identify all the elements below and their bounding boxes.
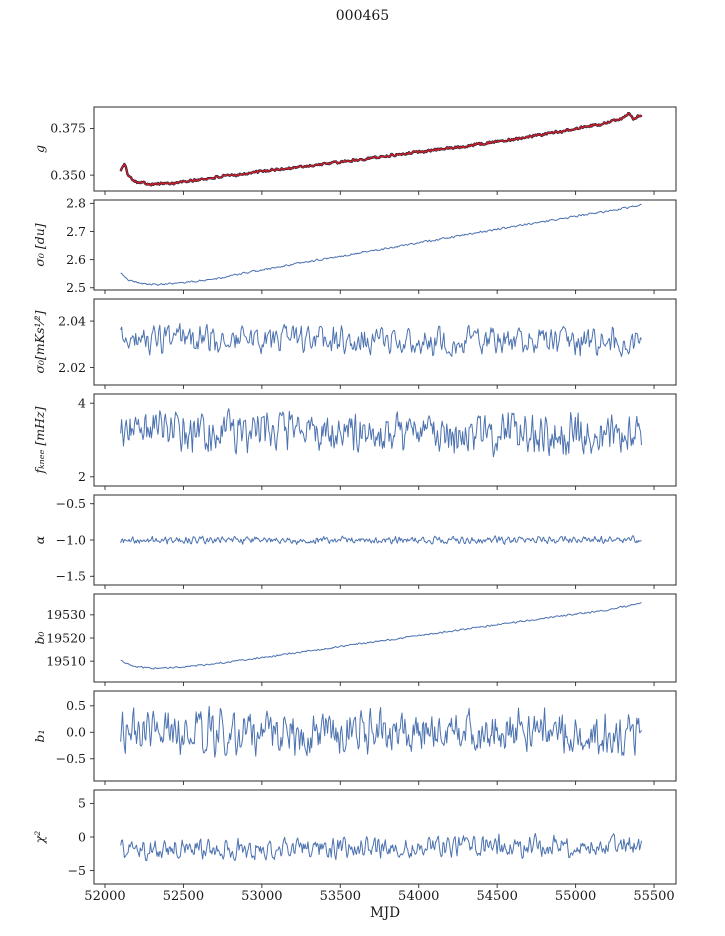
y-tick-label: 2.02 [58, 360, 86, 375]
y-tick-label: 2.7 [66, 224, 86, 239]
y-axis-label-b0: b₀ [32, 631, 47, 644]
y-tick-label: −5 [68, 863, 86, 878]
y-tick-label: 2.5 [66, 280, 86, 295]
x-tick-label: 52500 [163, 889, 204, 904]
panel-sigma0_mks: 2.02 2.04 σ₀[mKs¹⁄²] [32, 298, 677, 389]
series-chi2-chi2 [120, 832, 642, 862]
panel-chi2: −5 0 5 52000 52500 53000 53500 54000 54500 55000 5… [32, 789, 677, 904]
y-tick-label: 19520 [46, 630, 86, 645]
panel-g: 0.350 0.375 g [32, 106, 677, 195]
x-axis-label: MJD [370, 905, 400, 921]
y-tick-label: 0.350 [50, 167, 86, 182]
y-tick-label: −1.5 [56, 569, 86, 584]
series-g-fit [119, 111, 643, 187]
y-tick-label: 4 [78, 395, 86, 410]
y-axis-label-alpha: α [32, 535, 47, 544]
y-tick-label: 0.0 [66, 725, 86, 740]
panel-g-frame [93, 106, 677, 192]
y-axis-label-sigma0_du: σ₀ [du] [32, 223, 47, 266]
y-axis-label-chi2: χ² [32, 831, 47, 845]
y-tick-label: 0 [78, 829, 86, 844]
y-tick-label: 2.8 [66, 196, 86, 211]
y-tick-label: 0.375 [50, 121, 86, 136]
y-axis-label-g: g [32, 145, 47, 153]
panel-chi2-frame [93, 789, 677, 885]
series-g-data [120, 112, 643, 186]
x-tick-label: 54000 [398, 889, 439, 904]
panel-f_knee-frame [93, 393, 677, 487]
panel-b0: 19510 19520 19530 b₀ [32, 593, 677, 686]
y-axis-label-b1: b₁ [32, 729, 47, 742]
x-tick-label: 55500 [633, 889, 674, 904]
y-tick-label: −0.5 [56, 496, 86, 511]
y-tick-label: 2.6 [66, 252, 86, 267]
panel-sigma0_mks-frame [93, 298, 677, 386]
x-tick-label: 53500 [320, 889, 361, 904]
y-axis-label-sigma0_mks: σ₀[mKs¹⁄²] [32, 310, 47, 373]
y-axis-label-f_knee: fₖₙₑₑ [mHz] [32, 406, 47, 474]
panel-sigma0_du: 2.5 2.6 2.7 2.8 σ₀ [du] [32, 196, 677, 295]
y-tick-label: 5 [78, 796, 86, 811]
x-tick-label: 54500 [476, 889, 517, 904]
panel-b0-frame [93, 593, 677, 683]
y-tick-label: 2 [78, 469, 86, 484]
series-sigma0_mks-sigma0_mks [120, 323, 642, 358]
y-tick-label: −1.0 [56, 532, 86, 547]
x-tick-label: 52000 [84, 889, 125, 904]
panel-alpha: −1.5 −1.0 −0.5 α [32, 494, 677, 589]
panel-f_knee: 2 4 fₖₙₑₑ [mHz] [32, 393, 677, 490]
series-sigma0_du-sigma0_du [120, 203, 642, 286]
series-f_knee-f_knee [120, 408, 642, 458]
y-tick-label: 2.04 [58, 313, 86, 328]
x-tick-label: 53000 [241, 889, 282, 904]
x-tick-label: 55000 [555, 889, 596, 904]
series-b1-b1 [120, 705, 642, 758]
y-tick-label: 0.5 [66, 698, 86, 713]
series-b0-b0 [120, 601, 642, 670]
series-alpha-alpha [120, 535, 642, 545]
panel-sigma0_du-frame [93, 199, 677, 291]
panel-b1-frame [93, 690, 677, 782]
y-tick-label: −0.5 [56, 751, 86, 766]
chart-title: 000465 [335, 8, 390, 24]
y-tick-label: 19510 [46, 653, 86, 668]
y-tick-label: 19530 [46, 607, 86, 622]
panel-b1: −0.5 0.0 0.5 b₁ [32, 690, 677, 785]
